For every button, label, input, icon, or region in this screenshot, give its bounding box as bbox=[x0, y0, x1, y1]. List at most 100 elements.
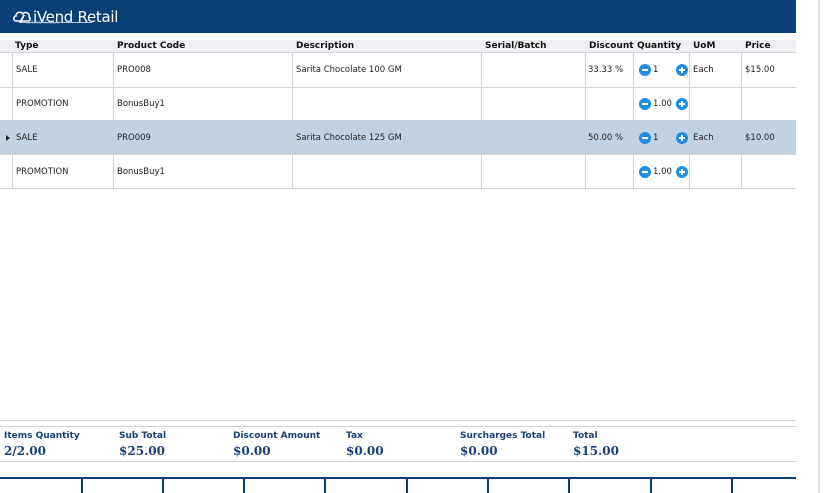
column-divider bbox=[12, 121, 13, 154]
cell-product-code: PRO008 bbox=[117, 65, 151, 75]
col-header-type[interactable]: Type bbox=[15, 41, 39, 51]
app-header: iVend Retail CITIXSYS.com bbox=[0, 0, 796, 33]
column-divider bbox=[585, 88, 586, 120]
grid-bottom-border bbox=[0, 420, 796, 421]
cloud-logo-icon bbox=[13, 11, 31, 23]
column-divider bbox=[481, 88, 482, 120]
cell-product-code: BonusBuy1 bbox=[117, 99, 165, 109]
minus-circle-icon[interactable] bbox=[639, 166, 651, 178]
function-key-bar bbox=[0, 477, 796, 493]
column-divider bbox=[12, 155, 13, 188]
plus-circle-icon[interactable] bbox=[676, 132, 688, 144]
totals-panel: Items Quantity 2/2.00 Sub Total $25.00 D… bbox=[0, 426, 796, 462]
discount-amount-value: $0.00 bbox=[233, 444, 271, 458]
function-key-button[interactable] bbox=[324, 479, 406, 493]
function-key-button[interactable] bbox=[243, 479, 324, 493]
column-divider bbox=[689, 53, 690, 87]
row-pointer-icon bbox=[6, 134, 10, 141]
total-value: $15.00 bbox=[573, 444, 619, 458]
column-divider bbox=[113, 88, 114, 120]
table-row[interactable]: SALE PRO009 Sarita Chocolate 125 GM 50.0… bbox=[0, 121, 796, 155]
sub-total-value: $25.00 bbox=[119, 444, 165, 458]
function-key-button[interactable] bbox=[650, 479, 731, 493]
column-divider bbox=[585, 121, 586, 154]
col-header-product-code[interactable]: Product Code bbox=[117, 41, 186, 51]
function-key-button[interactable] bbox=[81, 479, 162, 493]
column-divider bbox=[633, 121, 634, 154]
column-divider bbox=[292, 53, 293, 87]
sub-total-label: Sub Total bbox=[119, 431, 167, 441]
column-divider bbox=[481, 155, 482, 188]
surcharges-total-label: Surcharges Total bbox=[460, 431, 546, 441]
column-divider bbox=[292, 121, 293, 154]
tax-label: Tax bbox=[346, 431, 363, 441]
col-header-description[interactable]: Description bbox=[296, 41, 355, 51]
column-divider bbox=[12, 88, 13, 120]
column-divider bbox=[113, 155, 114, 188]
minus-circle-icon[interactable] bbox=[639, 98, 651, 110]
window-edge bbox=[818, 0, 820, 493]
table-row[interactable]: PROMOTION BonusBuy1 1.00 bbox=[0, 155, 796, 189]
col-header-quantity[interactable]: Quantity bbox=[637, 41, 682, 51]
function-key-button[interactable] bbox=[731, 479, 796, 493]
cell-type: SALE bbox=[16, 65, 38, 75]
plus-circle-icon[interactable] bbox=[676, 166, 688, 178]
function-key-button[interactable] bbox=[406, 479, 487, 493]
cell-type: PROMOTION bbox=[16, 166, 69, 177]
function-key-button[interactable] bbox=[162, 479, 243, 493]
column-divider bbox=[481, 121, 482, 154]
logo-underline bbox=[20, 22, 92, 23]
discount-amount-label: Discount Amount bbox=[233, 431, 321, 441]
app-logo: iVend Retail bbox=[13, 4, 118, 30]
cell-price: $10.00 bbox=[745, 132, 775, 143]
col-header-price[interactable]: Price bbox=[745, 41, 771, 51]
column-divider bbox=[292, 88, 293, 120]
cell-price: $15.00 bbox=[745, 65, 775, 75]
column-divider bbox=[113, 53, 114, 87]
column-divider bbox=[585, 53, 586, 87]
cell-product-code: PRO009 bbox=[117, 132, 151, 143]
grid-header: Type Product Code Description Serial/Bat… bbox=[0, 40, 796, 53]
cell-description: Sarita Chocolate 125 GM bbox=[296, 132, 402, 143]
minus-circle-icon[interactable] bbox=[639, 64, 651, 76]
cell-discount: 33.33 % bbox=[588, 65, 624, 75]
cell-quantity[interactable]: 1 bbox=[653, 65, 659, 75]
col-header-serial-batch[interactable]: Serial/Batch bbox=[485, 41, 547, 51]
minus-circle-icon[interactable] bbox=[639, 132, 651, 144]
col-header-uom[interactable]: UoM bbox=[693, 41, 716, 51]
function-key-button[interactable] bbox=[487, 479, 568, 493]
cell-uom: Each bbox=[693, 65, 714, 75]
column-divider bbox=[12, 53, 13, 87]
column-divider bbox=[292, 155, 293, 188]
table-row[interactable]: PROMOTION BonusBuy1 1.00 bbox=[0, 88, 796, 121]
plus-circle-icon[interactable] bbox=[676, 98, 688, 110]
column-divider bbox=[481, 53, 482, 87]
cell-quantity[interactable]: 1.00 bbox=[653, 99, 672, 109]
surcharges-total-value: $0.00 bbox=[460, 444, 498, 458]
logo-subtext: CITIXSYS.com bbox=[26, 20, 60, 25]
column-divider bbox=[741, 121, 742, 154]
logo-text: iVend Retail bbox=[33, 8, 119, 26]
column-divider bbox=[633, 88, 634, 120]
column-divider bbox=[585, 155, 586, 188]
column-divider bbox=[741, 53, 742, 87]
function-key-button[interactable] bbox=[568, 479, 650, 493]
column-divider bbox=[633, 53, 634, 87]
cell-product-code: BonusBuy1 bbox=[117, 166, 165, 177]
column-divider bbox=[113, 121, 114, 154]
tax-value: $0.00 bbox=[346, 444, 384, 458]
cell-quantity[interactable]: 1 bbox=[653, 132, 659, 143]
cell-quantity[interactable]: 1.00 bbox=[653, 166, 672, 177]
column-divider bbox=[689, 88, 690, 120]
column-divider bbox=[741, 88, 742, 120]
column-divider bbox=[689, 121, 690, 154]
column-divider bbox=[689, 155, 690, 188]
column-divider bbox=[633, 155, 634, 188]
total-label: Total bbox=[573, 431, 598, 441]
column-divider bbox=[741, 155, 742, 188]
plus-circle-icon[interactable] bbox=[676, 64, 688, 76]
cell-uom: Each bbox=[693, 132, 714, 143]
col-header-discount[interactable]: Discount bbox=[589, 41, 634, 51]
cell-discount: 50.00 % bbox=[588, 132, 624, 143]
table-row[interactable]: SALE PRO008 Sarita Chocolate 100 GM 33.3… bbox=[0, 53, 796, 88]
